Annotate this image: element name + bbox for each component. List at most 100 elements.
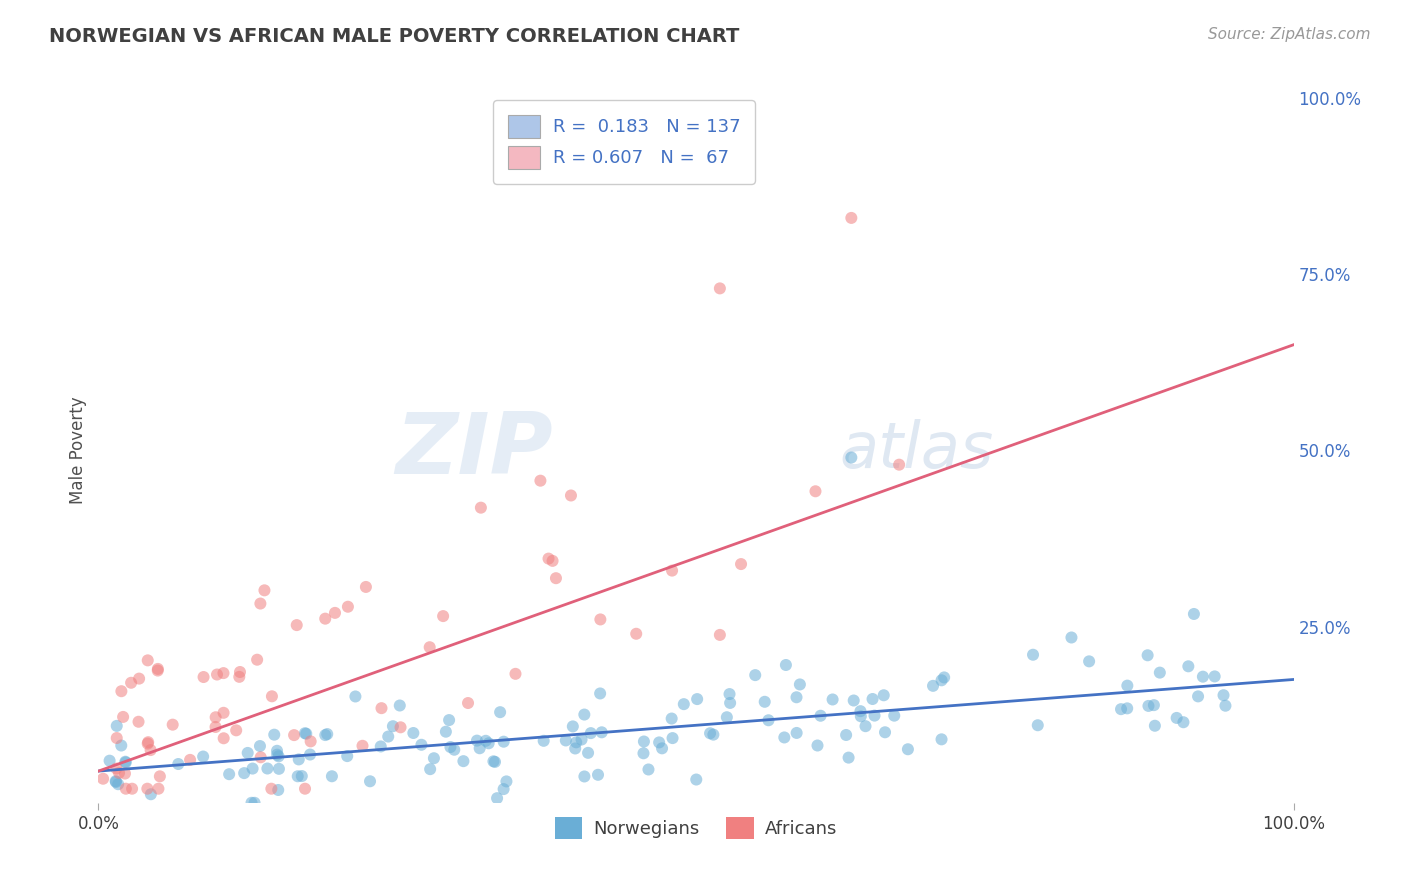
Point xyxy=(285,618,308,632)
Point xyxy=(105,762,128,776)
Point xyxy=(321,769,343,783)
Point xyxy=(179,753,201,767)
Point xyxy=(1177,659,1199,673)
Point xyxy=(544,571,567,585)
Point xyxy=(591,725,613,739)
Point xyxy=(242,762,264,776)
Point xyxy=(249,750,271,764)
Point xyxy=(841,450,863,465)
Point xyxy=(266,747,288,762)
Point xyxy=(873,725,896,739)
Point xyxy=(167,757,190,772)
Point xyxy=(1187,690,1209,704)
Point xyxy=(419,640,441,655)
Point xyxy=(314,728,336,742)
Point xyxy=(661,712,683,726)
Point xyxy=(934,670,956,684)
Point xyxy=(838,750,860,764)
Point xyxy=(263,728,285,742)
Point xyxy=(104,774,127,789)
Point xyxy=(443,743,465,757)
Point xyxy=(718,687,741,701)
Point xyxy=(574,707,596,722)
Legend: Norwegians, Africans: Norwegians, Africans xyxy=(548,810,844,847)
Point xyxy=(806,739,828,753)
Point xyxy=(651,741,673,756)
Point xyxy=(637,763,659,777)
Point xyxy=(470,500,492,515)
Point xyxy=(482,754,505,768)
Point xyxy=(841,211,863,225)
Point xyxy=(104,775,127,789)
Point xyxy=(352,739,374,753)
Point xyxy=(253,583,276,598)
Point xyxy=(299,734,322,748)
Point xyxy=(862,692,884,706)
Point xyxy=(314,612,336,626)
Point xyxy=(873,688,896,702)
Point xyxy=(633,746,655,760)
Point xyxy=(1173,715,1195,730)
Point xyxy=(626,626,648,640)
Point xyxy=(193,670,215,684)
Point xyxy=(1149,665,1171,680)
Point xyxy=(136,781,159,796)
Point xyxy=(267,783,290,797)
Point xyxy=(931,732,953,747)
Point xyxy=(489,705,512,719)
Point xyxy=(110,684,132,698)
Point xyxy=(931,673,953,688)
Point xyxy=(810,708,832,723)
Point xyxy=(1182,607,1205,621)
Point xyxy=(1143,698,1166,713)
Point xyxy=(561,719,583,733)
Point xyxy=(114,755,136,769)
Point xyxy=(108,765,131,780)
Point xyxy=(775,658,797,673)
Point xyxy=(260,781,283,796)
Point xyxy=(758,713,780,727)
Point xyxy=(419,762,441,776)
Point xyxy=(1143,719,1166,733)
Point xyxy=(1192,670,1215,684)
Point xyxy=(1215,698,1237,713)
Point xyxy=(218,767,240,781)
Point xyxy=(287,769,309,783)
Point xyxy=(243,796,266,810)
Text: atlas: atlas xyxy=(839,419,994,482)
Point xyxy=(897,742,920,756)
Point xyxy=(139,787,162,801)
Point xyxy=(529,474,551,488)
Point xyxy=(1116,701,1139,715)
Point xyxy=(98,754,121,768)
Point xyxy=(571,732,593,747)
Point xyxy=(434,724,457,739)
Point xyxy=(492,734,515,748)
Point xyxy=(699,726,721,740)
Point xyxy=(554,733,576,747)
Point xyxy=(204,720,226,734)
Point xyxy=(589,686,612,700)
Point xyxy=(162,717,184,731)
Point xyxy=(136,735,159,749)
Point xyxy=(863,708,886,723)
Point xyxy=(139,743,162,757)
Point xyxy=(114,756,136,770)
Point xyxy=(295,727,318,741)
Point xyxy=(354,580,377,594)
Point xyxy=(672,697,695,711)
Point xyxy=(560,488,582,502)
Point xyxy=(1078,654,1101,668)
Point xyxy=(432,609,454,624)
Point xyxy=(474,733,496,747)
Point xyxy=(484,755,506,769)
Point xyxy=(505,666,527,681)
Point xyxy=(105,719,128,733)
Point xyxy=(661,731,683,745)
Point xyxy=(267,762,290,776)
Point xyxy=(1109,702,1132,716)
Point xyxy=(212,731,235,746)
Point xyxy=(115,781,138,796)
Point xyxy=(648,735,671,749)
Point xyxy=(453,754,475,768)
